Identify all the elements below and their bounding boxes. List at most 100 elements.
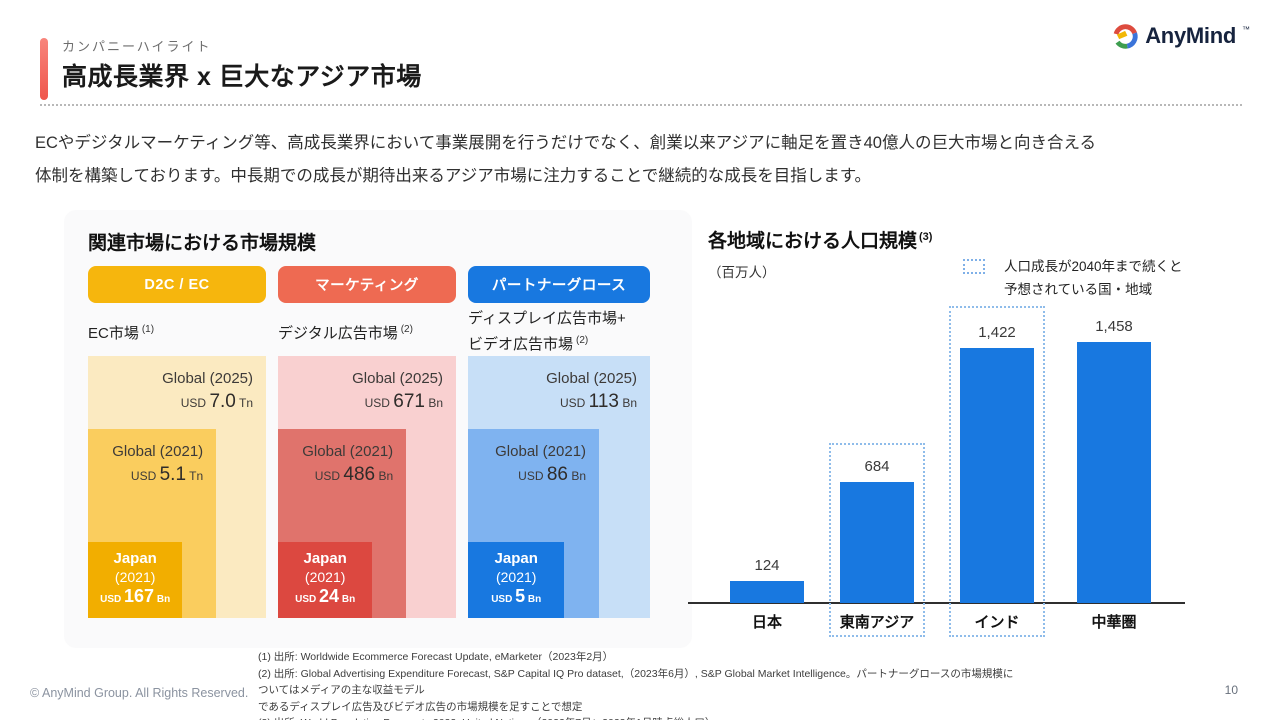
segment-pill-label: D2C / EC — [144, 276, 210, 293]
anymind-wordmark: AnyMind — [1145, 23, 1236, 48]
page-number: 10 — [1224, 683, 1238, 697]
market-subtitle: デジタル広告市場 (2) — [278, 306, 456, 358]
segment-pill-label: パートナーグロース — [491, 278, 627, 294]
unit: Bn — [622, 396, 637, 410]
population-chart-title: 各地域における人口規模 (3) — [708, 226, 932, 253]
footnote-marker: (1) — [141, 324, 155, 335]
amount: 5 — [515, 586, 526, 607]
box-label-year: (2021) — [304, 569, 346, 586]
footnote-line: (3) 出所: World Population Prospects 2022,… — [258, 715, 1018, 720]
bar-japan — [730, 581, 804, 603]
segment-pill-marketing: マーケティング — [278, 266, 456, 303]
intro-line-2: 体制を構築しております。中長期での成長が期待出来るアジア市場に注力することで継続… — [35, 167, 872, 185]
market-subtitle-text: ディスプレイ広告市場+ — [468, 310, 626, 327]
box-label: Japan — [494, 550, 538, 568]
bar-category-label: インド — [974, 614, 1020, 631]
dotted-divider — [40, 104, 1242, 106]
legend-dotted-box-icon — [963, 259, 985, 274]
bar-group-india: 1,422 インド — [949, 306, 1045, 638]
market-subtitle: ディスプレイ広告市場+ ビデオ広告市場 (2) — [468, 306, 650, 358]
japan-2021-box: Japan (2021) USD 167 Bn — [88, 542, 183, 618]
box-label: Japan — [303, 550, 347, 568]
legend-line-1: 人口成長が2040年まで続くと — [1004, 259, 1183, 274]
global-2021-label: Global (2021) USD 86 Bn — [495, 440, 586, 488]
unit: Bn — [378, 469, 394, 484]
intro-paragraph: ECやデジタルマーケティング等、高成長業界において事業展開を行うだけでなく、創業… — [35, 127, 1250, 193]
market-subtitle-text: ビデオ広告市場 — [468, 336, 574, 353]
growth-highlight-dotted-box — [829, 443, 925, 637]
unit: Bn — [341, 594, 356, 606]
amount: 167 — [124, 586, 155, 607]
footnote-line: (2) 出所: Global Advertising Expenditure F… — [258, 667, 1014, 697]
market-card-title: 関連市場における市場規模 — [88, 233, 317, 254]
page-title: 高成長業界 x 巨大なアジア市場 — [62, 63, 422, 91]
footnote-line: であるディスプレイ広告及びビデオ広告の市場規模を足すことで想定 — [258, 700, 583, 713]
global-2021-label: Global (2021) USD 486 Bn — [302, 440, 393, 488]
unit: Bn — [428, 396, 443, 410]
anymind-logo: AnyMind ™ — [1112, 22, 1250, 50]
trademark-symbol: ™ — [1242, 25, 1250, 34]
market-subtitle-text: デジタル広告市場 — [278, 325, 398, 342]
global-2021-label: Global (2021) USD 5.1 Tn — [112, 440, 203, 488]
bar-greater-china — [1077, 342, 1151, 603]
box-label: Global (2025) — [546, 370, 637, 387]
currency: USD — [130, 469, 157, 484]
box-label: Global (2021) — [495, 443, 587, 461]
bar-value-label: 1,458 — [1095, 318, 1133, 335]
amount: 24 — [319, 586, 340, 607]
bar-category-label: 日本 — [751, 614, 782, 631]
nested-area-chart-display-video-ad: Global (2025) USD 113 Bn Global (2021) U… — [468, 356, 650, 618]
currency: USD — [364, 396, 390, 410]
population-title-text: 各地域における人口規模 — [708, 231, 918, 252]
bar-group-greater-china: 1,458 中華圏 — [1066, 306, 1162, 638]
currency: USD — [559, 396, 586, 410]
currency: USD — [180, 396, 207, 410]
market-size-card: 関連市場における市場規模 D2C / EC EC市場 (1) Global (20… — [64, 210, 692, 648]
unit: Bn — [527, 594, 542, 606]
amount: 671 — [393, 391, 425, 412]
growth-highlight-dotted-box — [949, 306, 1045, 637]
global-2025-label: Global (2025) USD 113 Bn — [546, 367, 637, 415]
bar-india — [960, 348, 1034, 603]
bar-category-label: 中華圏 — [1091, 614, 1137, 631]
bar-southeast-asia — [840, 482, 914, 603]
segment-pill-d2c-ec: D2C / EC — [88, 266, 266, 303]
japan-2021-label: Japan (2021) USD 5 Bn — [468, 542, 564, 618]
bar-group-japan: 124 日本 — [719, 306, 815, 638]
box-label-year: (2021) — [114, 569, 156, 586]
footnotes: (1) 出所: Worldwide Ecommerce Forecast Upd… — [258, 649, 1018, 720]
currency: USD — [518, 469, 544, 484]
box-label: Global (2021) — [302, 443, 394, 461]
unit: Tn — [238, 396, 253, 410]
intro-line-1: ECやデジタルマーケティング等、高成長業界において事業展開を行うだけでなく、創業… — [35, 134, 1096, 152]
currency: USD — [100, 594, 122, 606]
market-column-partner-growth: パートナーグロース ディスプレイ広告市場+ ビデオ広告市場 (2) Global … — [468, 210, 650, 648]
market-subtitle-text: EC市場 — [88, 325, 139, 342]
segment-pill-label: マーケティング — [315, 278, 419, 294]
population-unit-label: （百万人） — [708, 265, 776, 280]
segment-pill-partner-growth: パートナーグロース — [468, 266, 650, 303]
unit: Bn — [156, 594, 171, 606]
market-column-d2c-ec: D2C / EC EC市場 (1) Global (2025) USD 7.0 T… — [88, 210, 266, 648]
currency: USD — [491, 594, 513, 606]
footnote-marker: (3) — [919, 230, 933, 243]
nested-area-chart-digital-ad: Global (2025) USD 671 Bn Global (2021) U… — [278, 356, 456, 618]
copyright-text: © AnyMind Group. All Rights Reserved. — [30, 686, 249, 700]
currency: USD — [314, 469, 341, 484]
box-label-year: (2021) — [495, 569, 537, 586]
accent-bar — [40, 38, 48, 100]
global-2025-label: Global (2025) USD 7.0 Tn — [162, 367, 253, 415]
footnote-marker: (2) — [576, 335, 589, 346]
legend-text: 人口成長が2040年まで続くと 予想されている国・地域 — [1004, 255, 1183, 301]
slide-eyebrow: カンパニーハイライト — [62, 39, 212, 54]
x-axis-line — [688, 602, 1185, 604]
unit: Bn — [571, 469, 587, 484]
legend-line-2: 予想されている国・地域 — [1004, 282, 1153, 297]
japan-2021-label: Japan (2021) USD 167 Bn — [88, 542, 182, 618]
japan-2021-box: Japan (2021) USD 5 Bn — [468, 542, 565, 618]
bar-value-label: 124 — [754, 557, 780, 574]
bar-category-label: 東南アジア — [839, 614, 915, 631]
bar-value-label: 684 — [864, 458, 890, 475]
bar-group-southeast-asia: 684 東南アジア — [829, 306, 925, 638]
